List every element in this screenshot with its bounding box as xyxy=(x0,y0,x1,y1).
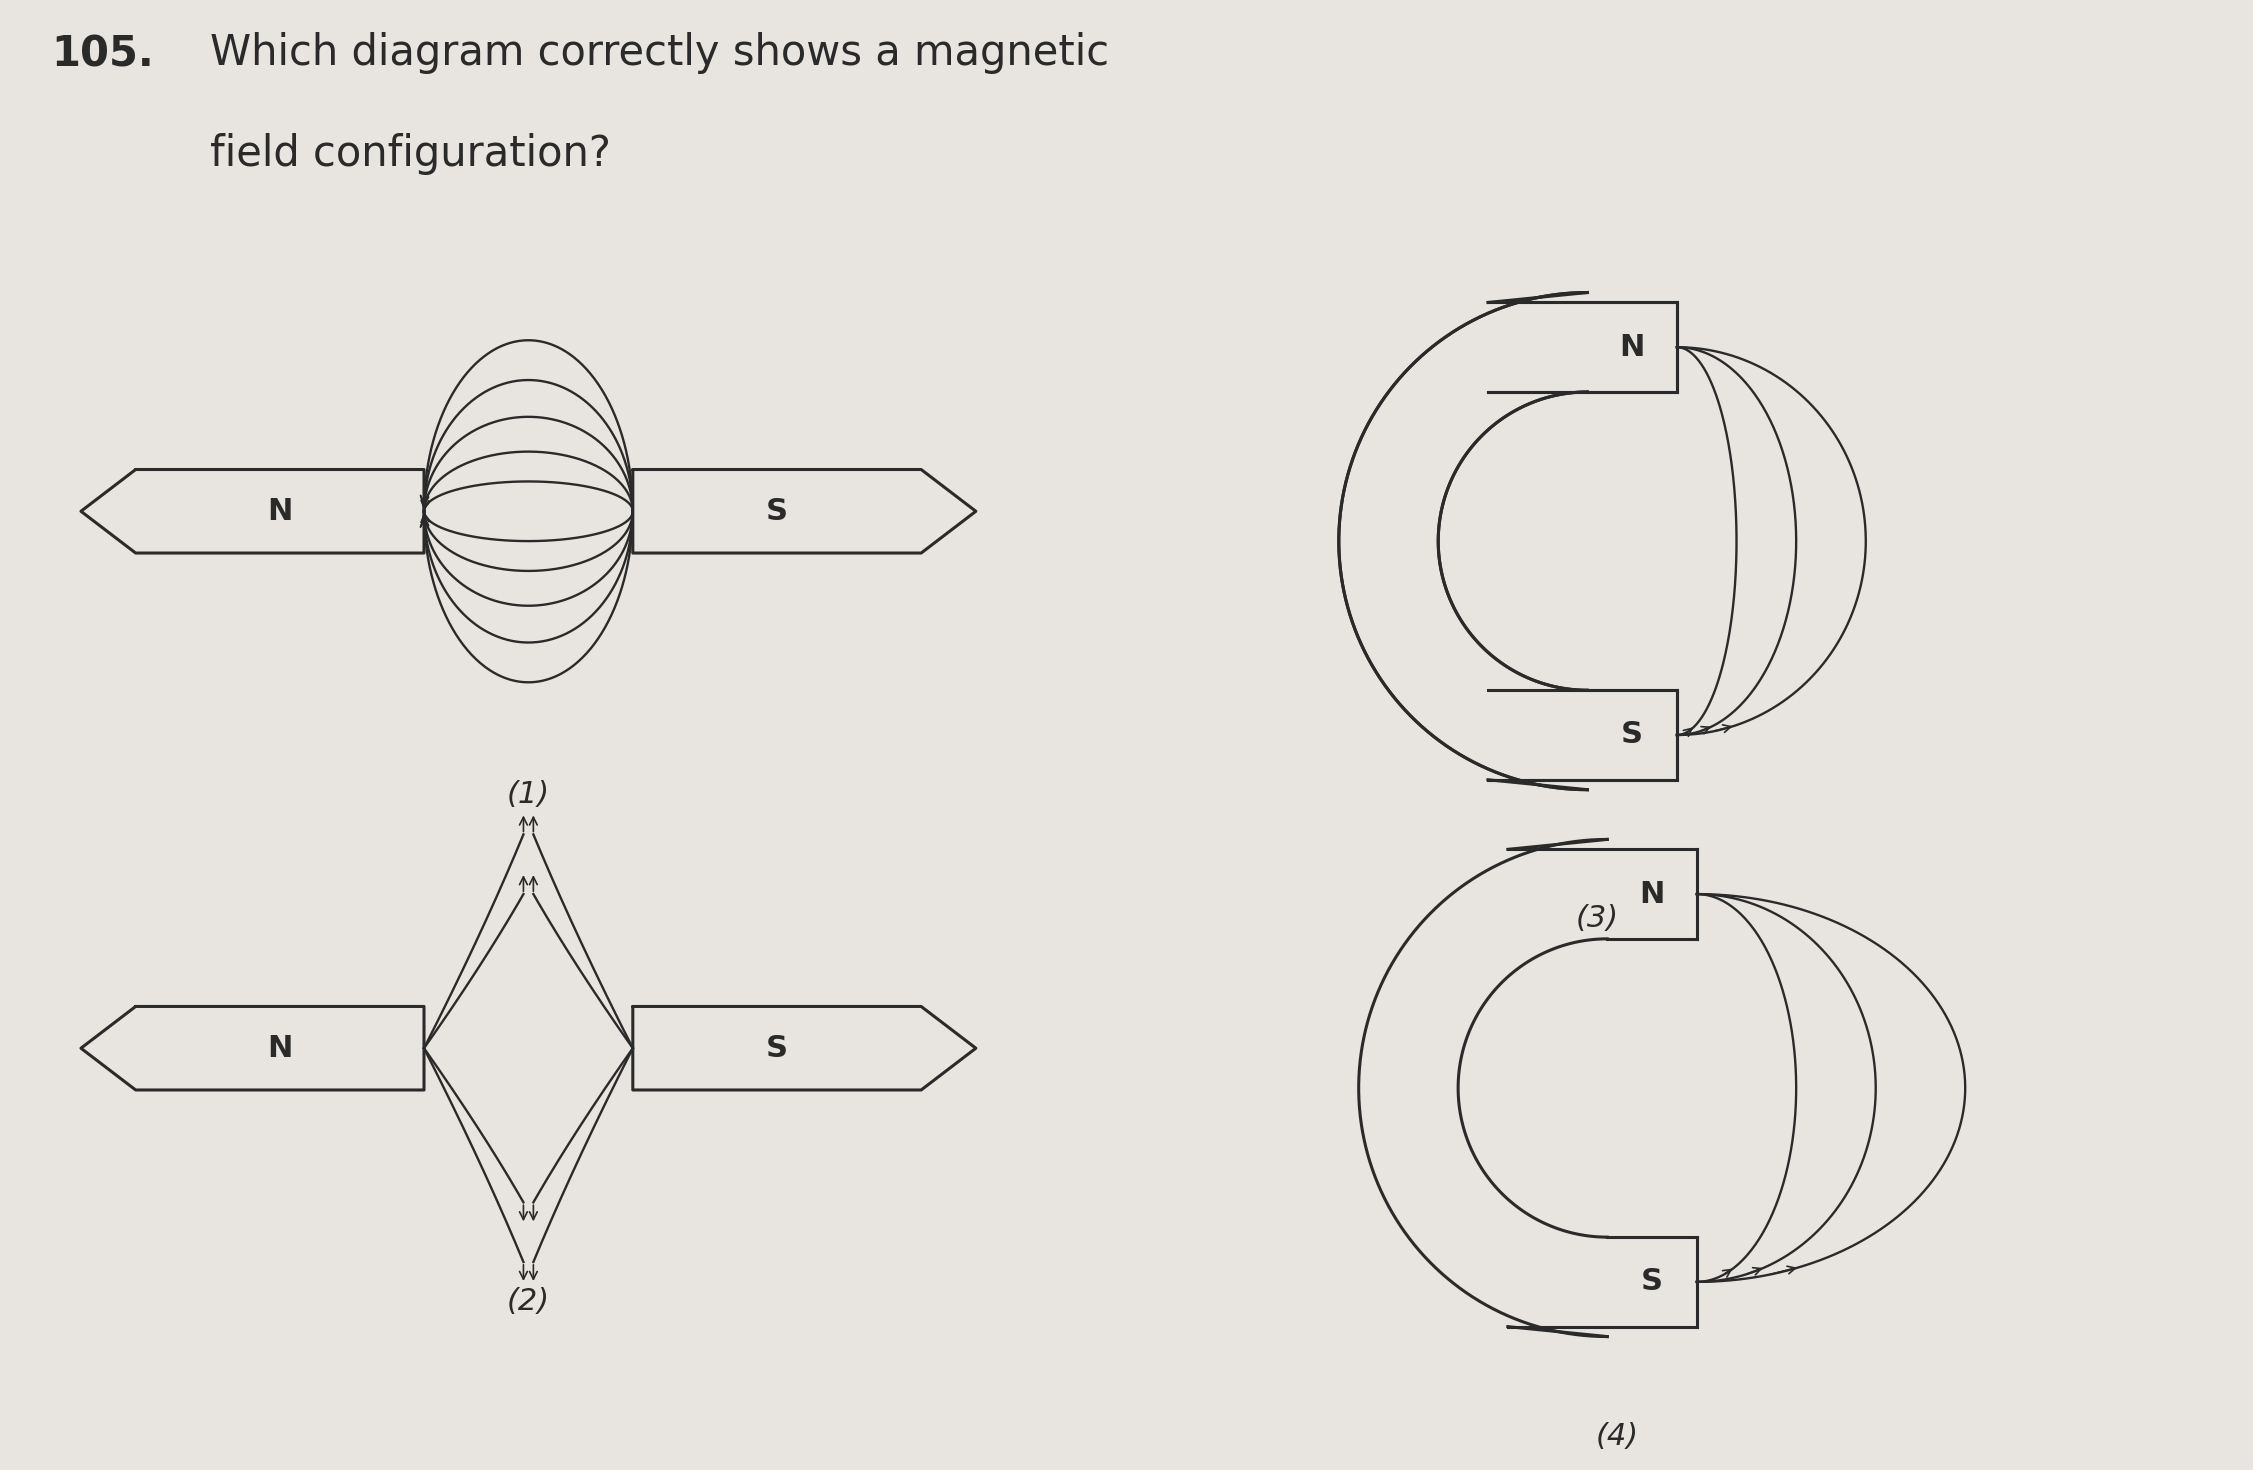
Text: S: S xyxy=(1640,1267,1663,1297)
Text: Which diagram correctly shows a magnetic: Which diagram correctly shows a magnetic xyxy=(210,32,1108,74)
Text: (1): (1) xyxy=(507,781,550,809)
Text: (3): (3) xyxy=(1575,904,1620,933)
Text: N: N xyxy=(268,1033,293,1063)
Text: field configuration?: field configuration? xyxy=(210,134,611,175)
Text: S: S xyxy=(766,497,789,526)
Text: N: N xyxy=(1640,879,1665,908)
Text: (2): (2) xyxy=(507,1288,550,1316)
Text: S: S xyxy=(1622,720,1642,750)
Text: 105.: 105. xyxy=(52,34,153,76)
Text: S: S xyxy=(766,1033,789,1063)
Text: (4): (4) xyxy=(1595,1421,1638,1451)
Text: N: N xyxy=(268,497,293,526)
Text: N: N xyxy=(1620,332,1645,362)
